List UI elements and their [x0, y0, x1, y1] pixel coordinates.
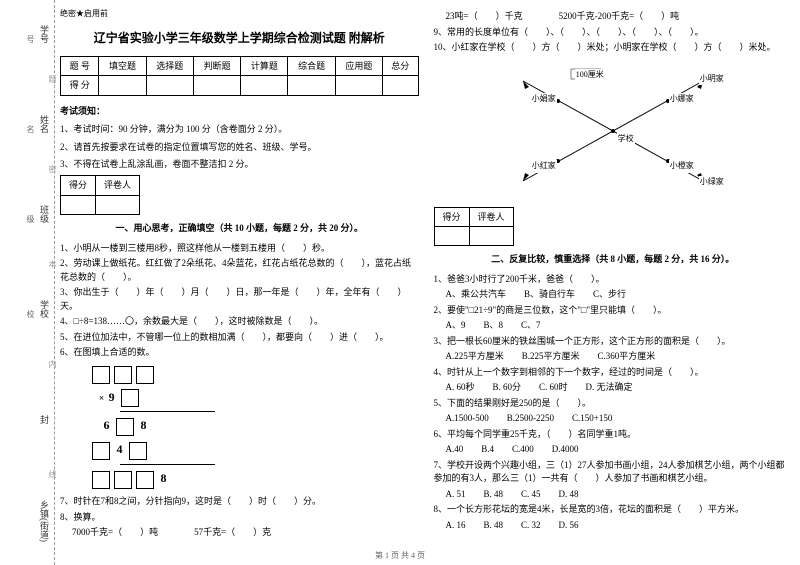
bind-mark-4: 内	[47, 360, 58, 368]
r1o: A、乘公共汽车 B、骑自行车 C、步行	[434, 288, 793, 302]
r7o: A. 51 B. 48 C. 45 D. 48	[434, 488, 793, 502]
score-row-label: 得 分	[61, 76, 99, 95]
r1: 1、爸爸3小时行了200千米，爸爸（ ）。	[434, 273, 793, 287]
r4o: A. 60秒 B. 60分 C. 60时 D. 无法确定	[434, 381, 793, 395]
bind-mark-3: 本	[47, 260, 58, 268]
bind-label-1: 学号	[38, 25, 51, 43]
q8: 8、换算。	[60, 511, 419, 525]
notice-list: 1、考试时间：90 分钟，满分为 100 分（含卷面分 2 分）。 2、请首先按…	[60, 122, 419, 171]
r5o: A.1500-500 B.2500-2250 C.150+150	[434, 412, 793, 426]
mult-8b: 8	[161, 471, 167, 485]
diag-n4: 小橙家	[669, 160, 695, 173]
bind-sub-1: 号	[25, 35, 36, 43]
r6: 6、平均每个同学重25千克，（ ）名同学重1吨。	[434, 428, 793, 442]
bind-mark-2: 密	[47, 165, 58, 173]
bind-mark-1: 题	[47, 75, 58, 83]
q9a: 23吨=（ ）千克	[446, 11, 523, 21]
bind-label-2: 姓名	[38, 115, 51, 133]
sh2: 选择题	[146, 56, 193, 75]
r8o: A. 16 B. 48 C. 32 D. 56	[434, 519, 793, 533]
bind-sub-2: 名	[25, 125, 36, 133]
sh0: 题 号	[61, 56, 99, 75]
diag-n3: 小娟家	[531, 93, 557, 106]
r2: 2、要使"□21÷9"的商是三位数，这个"□"里只能填（ ）。	[434, 304, 793, 318]
mini2-c1: 得分	[434, 207, 469, 226]
mult-6: 6	[104, 418, 110, 432]
grader-table-1: 得分评卷人	[60, 175, 140, 215]
diag-n6: 小红家	[531, 160, 557, 173]
bind-sub-3: 级	[25, 215, 36, 223]
left-column: 绝密★启用前 辽宁省实验小学三年级数学上学期综合检测试题 附解析 题 号 填空题…	[60, 8, 419, 557]
notice-2: 2、请首先按要求在试卷的指定位置填写您的姓名、班级、学号。	[60, 140, 419, 154]
q4: 4、□÷8=138……〇，余数最大是（ ），这时被除数是（ ）。	[60, 315, 419, 329]
diag-top: 100厘米	[575, 69, 605, 82]
r3o: A.225平方厘米 B.225平方厘米 C.360平方厘米	[434, 350, 793, 364]
mult-9: 9	[109, 390, 115, 404]
r6o: A.40 B.4 C.400 D.4000	[434, 443, 793, 457]
notice-1: 1、考试时间：90 分钟，满分为 100 分（含卷面分 2 分）。	[60, 122, 419, 136]
bind-label-3: 班级	[38, 205, 51, 223]
r2o: A、9 B、8 C、7	[434, 319, 793, 333]
r5: 5、下面的结果刚好是250的是（ ）。	[434, 397, 793, 411]
bind-sub-4: 校	[25, 310, 36, 318]
diag-n2: 小娜家	[669, 93, 695, 106]
mini2-c2: 评卷人	[469, 207, 513, 226]
q9c: 9、常用的长度单位有（ ）、（ ）、（ ）、（ ）、（ ）。	[434, 26, 793, 40]
notice-head: 考试须知：	[60, 104, 419, 118]
bind-label-4: 学校	[38, 300, 51, 318]
bind-label-5: 乡镇(街道)	[38, 500, 51, 542]
diag-center: 学校	[617, 133, 635, 146]
q6: 6、在图填上合适的数。	[60, 346, 419, 360]
direction-diagram: 100厘米 小明家 小娜家 小娟家 小橙家 小绿家 小红家 学校	[483, 61, 743, 201]
mult-4: 4	[117, 442, 123, 456]
q8b: 57千克=（ ）克	[194, 527, 271, 537]
q7: 7、时针在7和8之间，分针指向9，这时是（ ）时（ ）分。	[60, 495, 419, 509]
part1-title: 一、用心思考，正确填空（共 10 小题，每题 2 分，共 20 分）。	[60, 221, 419, 235]
r8: 8、一个长方形花坛的宽是4米，长是宽的3倍，花坛的面积是（ ）平方米。	[434, 503, 793, 517]
mult-boxes: × 9 6 8 4 8	[90, 366, 419, 490]
secret-label: 绝密★启用前	[60, 8, 419, 21]
sh3: 判断题	[193, 56, 240, 75]
q9b: 5200千克-200千克=（ ）吨	[559, 11, 680, 21]
diag-n5: 小绿家	[699, 176, 725, 189]
q10: 10、小红家在学校（ ）方（ ）米处；小明家在学校（ ）方（ ）米处。	[434, 41, 793, 55]
sh6: 应用题	[335, 56, 382, 75]
sh7: 总分	[383, 56, 419, 75]
mini-c1: 得分	[61, 176, 96, 195]
r4: 4、时针从上一个数字到相邻的下一个数字，经过的时间是（ ）。	[434, 366, 793, 380]
mult-8a: 8	[141, 418, 147, 432]
sh4: 计算题	[241, 56, 288, 75]
part2-title: 二、反复比较，慎重选择（共 8 小题，每题 2 分，共 16 分）。	[434, 252, 793, 266]
sh5: 综合题	[288, 56, 335, 75]
mini-c2: 评卷人	[96, 176, 140, 195]
sh1: 填空题	[99, 56, 146, 75]
r7: 7、学校开设两个兴趣小组，三（1）27人参加书画小组，24人参加棋艺小组，两个小…	[434, 459, 793, 486]
exam-title: 辽宁省实验小学三年级数学上学期综合检测试题 附解析	[60, 29, 419, 48]
notice-3: 3、不得在试卷上乱涂乱画，卷面不整洁扣 2 分。	[60, 157, 419, 171]
r3: 3、把一根长60厘米的铁丝围城一个正方形，这个正方形的面积是（ ）。	[434, 335, 793, 349]
q2: 2、劳动课上做纸花。红红做了2朵纸花、4朵蓝花，红花占纸花总数的（ ），蓝花占纸…	[60, 257, 419, 284]
diag-n1: 小明家	[699, 73, 725, 86]
mult-sign: ×	[99, 393, 104, 403]
q1: 1、小明从一楼到三楼用8秒，照这样他从一楼到五楼用（ ）秒。	[60, 242, 419, 256]
bind-mark-6: 封	[38, 415, 51, 424]
q3: 3、你出生于（ ）年（ ）月（ ）日，那一年是（ ）年，全年有（ ）天。	[60, 286, 419, 313]
q5: 5、在进位加法中，不管哪一位上的数相加满（ ），都要向（ ）进（ ）。	[60, 331, 419, 345]
bind-mark-5: 线	[47, 470, 58, 478]
right-column: 23吨=（ ）千克 5200千克-200千克=（ ）吨 9、常用的长度单位有（ …	[434, 8, 793, 557]
q8a: 7000千克=（ ）吨	[72, 527, 158, 537]
score-table: 题 号 填空题 选择题 判断题 计算题 综合题 应用题 总分 得 分	[60, 56, 419, 96]
page-footer: 第 1 页 共 4 页	[0, 550, 800, 561]
grader-table-2: 得分评卷人	[434, 207, 514, 247]
